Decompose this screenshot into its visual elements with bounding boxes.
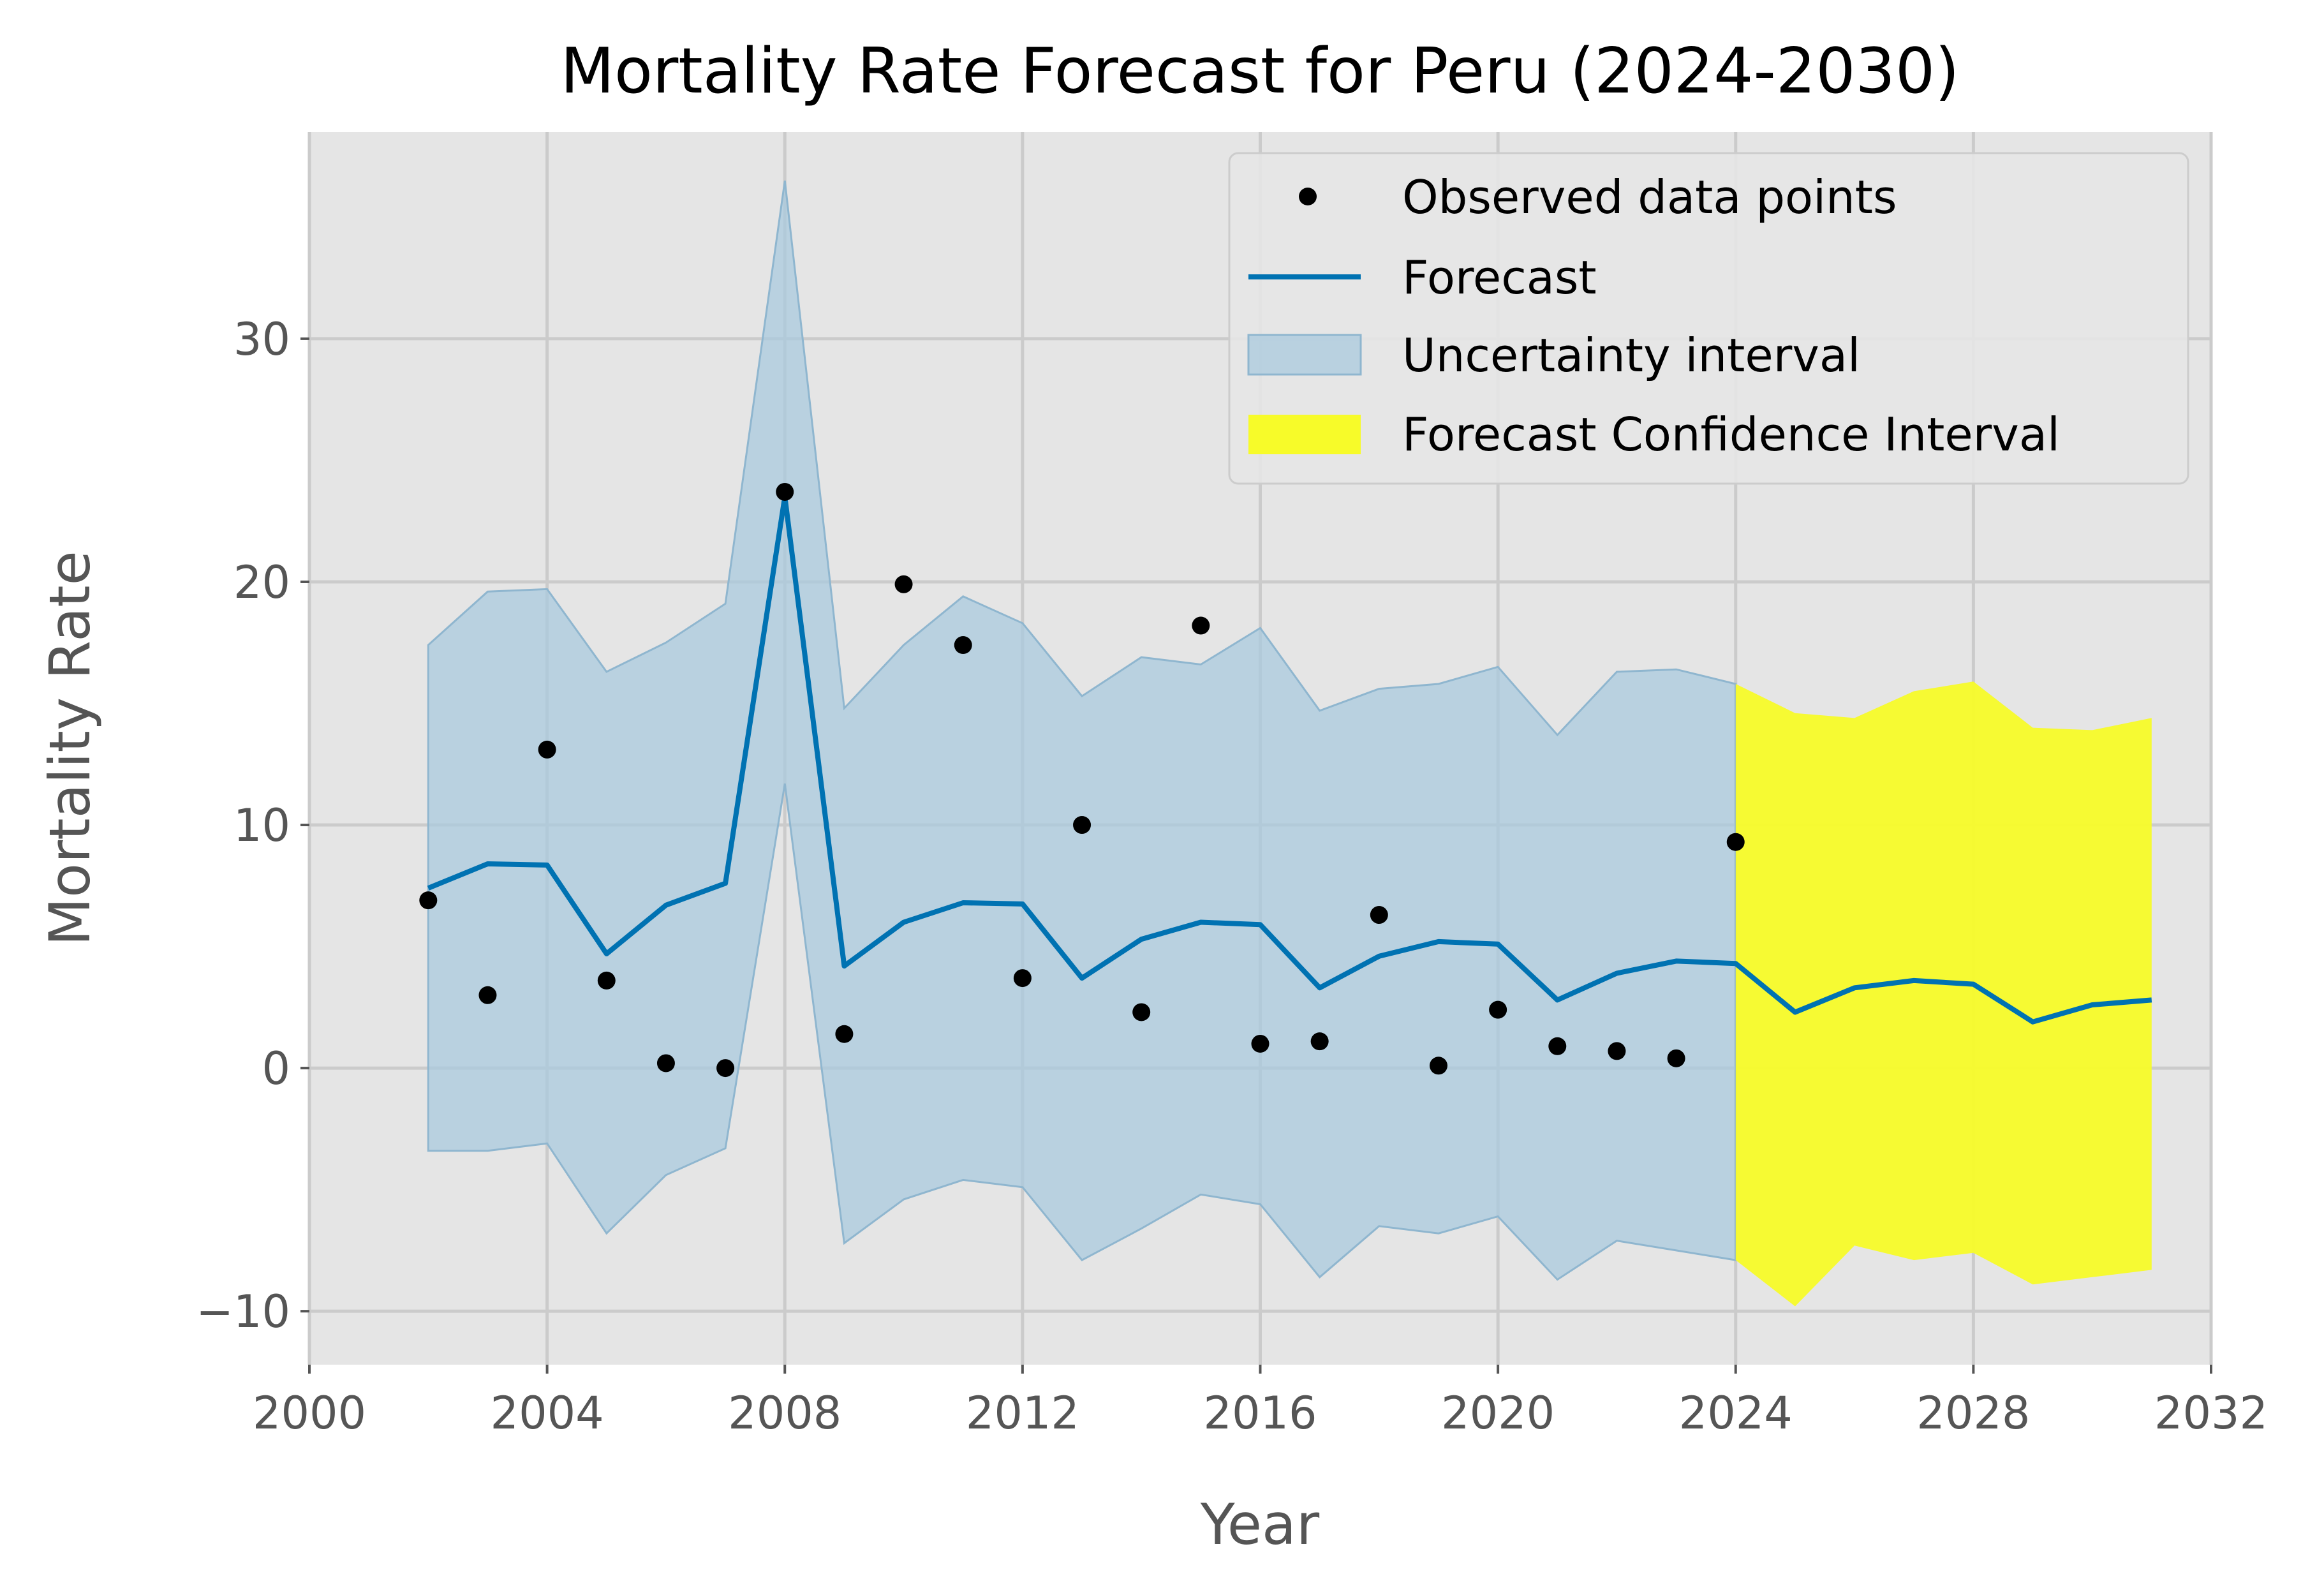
observed-point <box>1192 616 1210 635</box>
legend-label-observed: Observed data points <box>1402 170 1897 224</box>
observed-point <box>419 891 438 910</box>
y-axis-ticks: −10 0 10 20 30 <box>196 313 309 1338</box>
legend-label-uncertainty: Uncertainty interval <box>1402 329 1860 382</box>
legend: Observed data points Forecast Uncertaint… <box>1228 152 2189 485</box>
y-tick-label: 10 <box>233 799 290 852</box>
x-axis-title: Year <box>1200 1492 1320 1557</box>
legend-box <box>1228 152 2189 485</box>
x-tick-label: 2008 <box>728 1387 841 1439</box>
observed-point <box>1489 1000 1507 1019</box>
x-tick-label: 2000 <box>253 1387 366 1439</box>
legend-confidence-marker <box>1248 415 1361 454</box>
observed-point <box>1310 1032 1329 1051</box>
observed-point <box>1132 1003 1151 1021</box>
y-tick-label: 0 <box>262 1042 290 1095</box>
observed-point <box>1370 906 1388 924</box>
observed-point <box>776 482 794 501</box>
x-tick-label: 2020 <box>1441 1387 1555 1439</box>
observed-point <box>716 1059 735 1078</box>
x-tick-label: 2024 <box>1679 1387 1793 1439</box>
observed-point <box>835 1025 854 1043</box>
observed-point <box>1726 833 1745 851</box>
legend-label-forecast: Forecast <box>1402 251 1597 304</box>
observed-point <box>1013 969 1032 988</box>
x-axis-ticks: 2000 2004 2008 2012 2016 2020 2024 2028 2032 <box>253 1365 2268 1439</box>
observed-point <box>1073 816 1092 835</box>
x-tick-label: 2032 <box>2154 1387 2268 1439</box>
observed-point <box>894 575 913 593</box>
chart-title: Mortality Rate Forecast for Peru (2024-2… <box>561 35 1960 108</box>
observed-point <box>478 986 497 1004</box>
legend-label-confidence: Forecast Confidence Interval <box>1402 408 2060 461</box>
observed-point <box>954 636 972 655</box>
x-tick-label: 2016 <box>1203 1387 1317 1439</box>
forecast-line <box>427 494 2152 1025</box>
y-tick-label: −10 <box>196 1286 290 1338</box>
forecast-confidence-band <box>1735 681 2152 1307</box>
observed-point <box>538 740 556 759</box>
x-tick-label: 2004 <box>491 1387 604 1439</box>
observed-points <box>419 482 1745 1078</box>
observed-point <box>1251 1034 1269 1053</box>
observed-point <box>1548 1037 1567 1055</box>
x-tick-label: 2012 <box>966 1387 1079 1439</box>
observed-point <box>1667 1049 1685 1067</box>
observed-point <box>656 1054 675 1072</box>
observed-point <box>1429 1057 1447 1075</box>
y-tick-label: 30 <box>233 313 290 366</box>
observed-point <box>1608 1042 1626 1060</box>
observed-point <box>597 971 616 990</box>
legend-observed-marker <box>1299 188 1317 205</box>
legend-uncertainty-marker <box>1247 334 1362 376</box>
y-axis-title: Mortality Rate <box>37 551 103 946</box>
y-tick-label: 20 <box>233 556 290 609</box>
x-tick-label: 2028 <box>1916 1387 2030 1439</box>
